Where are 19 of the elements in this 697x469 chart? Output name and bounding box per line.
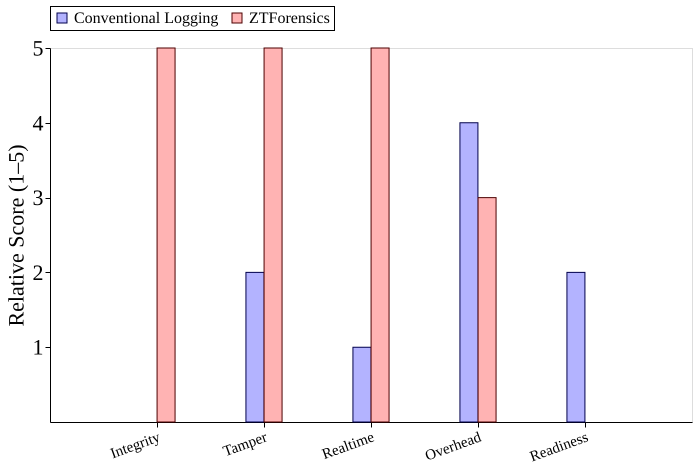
x-tick-label: Tamper <box>221 430 270 460</box>
x-tick-label: Integrity <box>108 429 163 462</box>
bar <box>566 272 586 422</box>
legend-label: ZTForensics <box>249 10 330 27</box>
bar <box>352 346 372 422</box>
bar <box>370 48 390 422</box>
bar <box>245 272 264 422</box>
bar <box>478 197 497 422</box>
bar <box>459 122 478 422</box>
y-axis-title: Relative Score (1–5) <box>4 144 28 327</box>
y-tick-label: 4 <box>32 110 44 136</box>
legend-label: Conventional Logging <box>74 10 218 27</box>
bar <box>264 48 283 422</box>
y-tick-label: 3 <box>32 185 44 210</box>
y-tick-label: 1 <box>32 334 44 360</box>
y-tick-label: 2 <box>32 260 44 285</box>
x-tick-label: Realtime <box>320 429 377 464</box>
bar <box>156 48 176 422</box>
y-tick-label: 5 <box>32 36 44 60</box>
